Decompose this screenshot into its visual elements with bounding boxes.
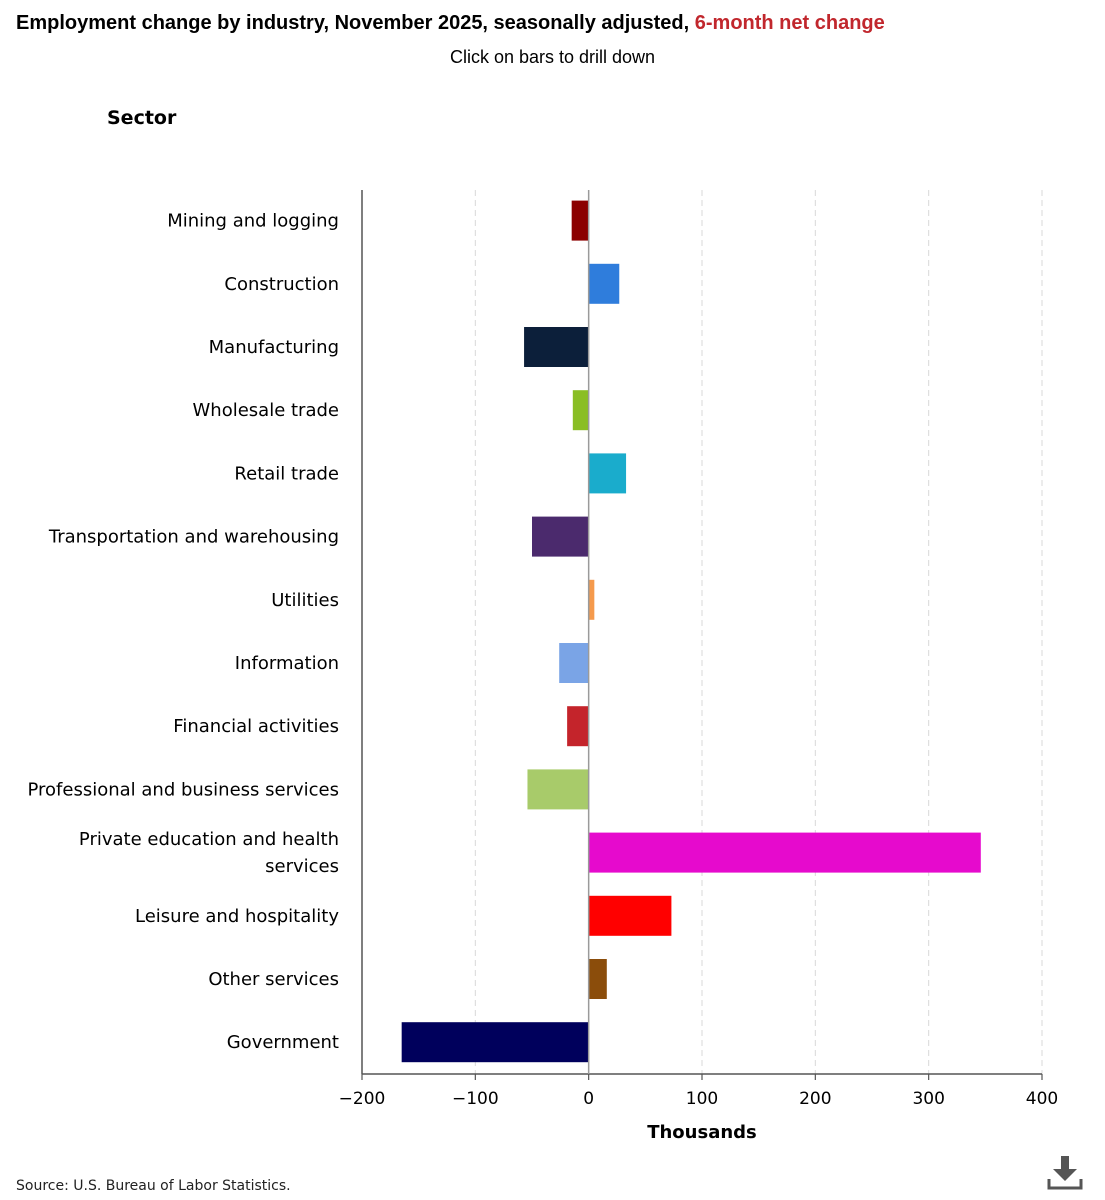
- category-axis-title: Sector: [107, 107, 177, 129]
- category-label: Construction: [224, 274, 339, 295]
- tick-labels: −200 −100 0 100 200 300 400: [339, 1089, 1059, 1109]
- bar-information[interactable]: [559, 643, 589, 683]
- category-label: Leisure and hospitality: [135, 906, 339, 927]
- x-axis-title: Thousands: [647, 1122, 757, 1143]
- chart-title-main: Employment change by industry, November …: [16, 12, 690, 34]
- bar-mining-and-logging[interactable]: [571, 200, 589, 241]
- download-button[interactable]: [1044, 1152, 1086, 1194]
- bar-private-education-and-health-services[interactable]: [588, 832, 981, 873]
- chart-title: Employment change by industry, November …: [16, 12, 885, 35]
- x-tick-label: 300: [912, 1089, 944, 1109]
- category-label: Wholesale trade: [193, 400, 340, 421]
- x-tick-label: 0: [583, 1089, 594, 1109]
- chart-title-accent: 6-month net change: [694, 12, 885, 34]
- category-label: Information: [235, 653, 339, 674]
- bar-utilities[interactable]: [588, 579, 595, 620]
- source-note: Source: U.S. Bureau of Labor Statistics.: [16, 1178, 291, 1194]
- category-label: Other services: [208, 969, 339, 990]
- category-label: Retail trade: [234, 463, 339, 484]
- download-icon: [1047, 1156, 1083, 1190]
- category-labels: Mining and logging Construction Manufactur…: [27, 211, 339, 1054]
- axes: [361, 190, 1043, 1080]
- bar-construction[interactable]: [588, 263, 620, 304]
- x-tick-label: −100: [452, 1089, 499, 1109]
- category-label: Financial activities: [173, 716, 339, 737]
- bars: [401, 200, 981, 1063]
- bar-financial-activities[interactable]: [567, 706, 589, 747]
- x-tick-label: 100: [686, 1089, 718, 1109]
- bar-other-services[interactable]: [588, 959, 607, 999]
- x-tick-label: 400: [1026, 1089, 1058, 1109]
- bar-retail-trade[interactable]: [588, 453, 627, 494]
- bar-wholesale-trade[interactable]: [572, 390, 589, 431]
- x-tick-label: 200: [799, 1089, 831, 1109]
- category-label: Government: [227, 1032, 339, 1053]
- x-tick-label: −200: [339, 1089, 386, 1109]
- category-label: Mining and logging: [167, 211, 339, 232]
- bar-professional-and-business-services[interactable]: [527, 769, 589, 810]
- bar-leisure-and-hospitality[interactable]: [588, 895, 672, 936]
- category-label: Transportation and warehousing: [48, 527, 339, 548]
- category-label: Utilities: [271, 590, 339, 611]
- bar-transportation-and-warehousing[interactable]: [532, 516, 589, 557]
- bar-government[interactable]: [401, 1022, 589, 1063]
- bar-manufacturing[interactable]: [524, 327, 589, 367]
- chart-subtitle: Click on bars to drill down: [449, 47, 656, 67]
- grid-lines: [474, 190, 1043, 1074]
- category-label: Manufacturing: [209, 337, 339, 358]
- category-label: Private education and health services: [79, 829, 339, 877]
- category-label: Professional and business services: [27, 779, 339, 800]
